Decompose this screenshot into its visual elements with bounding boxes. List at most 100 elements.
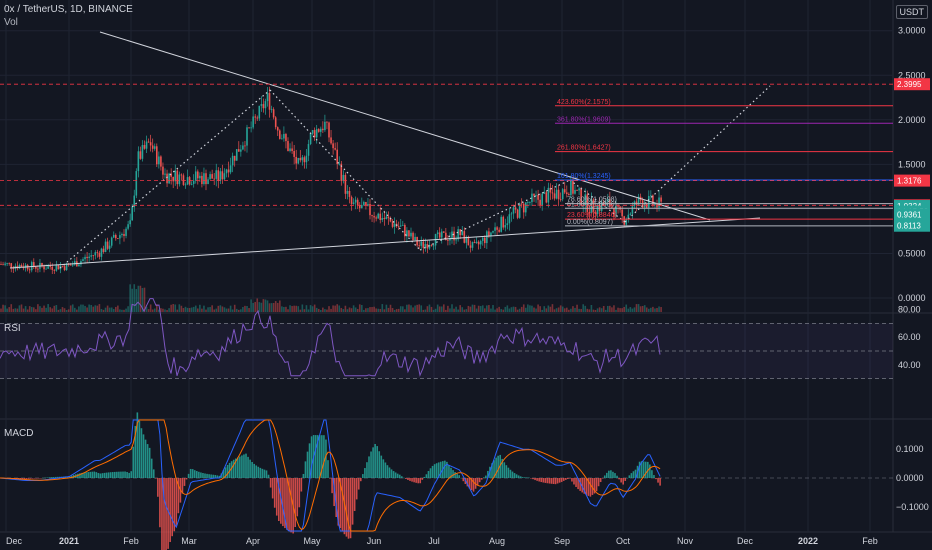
volume-bar xyxy=(30,307,33,312)
volume-bar xyxy=(557,307,560,312)
macd-histogram-bar xyxy=(224,467,227,478)
candle-body xyxy=(465,236,468,243)
macd-histogram-bar xyxy=(497,455,499,478)
macd-histogram-bar xyxy=(366,462,368,478)
macd-histogram-bar xyxy=(191,469,194,478)
candle-body xyxy=(180,174,183,176)
volume-bar xyxy=(457,309,459,312)
x-tick-label: 2021 xyxy=(59,536,79,546)
volume-bar xyxy=(162,308,164,312)
volume-bar xyxy=(254,301,256,312)
macd-histogram-bar xyxy=(542,478,545,483)
volume-bar xyxy=(645,307,648,312)
volume-bar xyxy=(414,305,416,312)
macd-histogram-bar xyxy=(603,475,606,478)
volume-bar xyxy=(399,306,402,312)
macd-histogram-bar xyxy=(247,456,249,478)
volume-bar xyxy=(127,306,129,312)
macd-histogram-bar xyxy=(435,463,438,478)
macd-histogram-bar xyxy=(230,461,233,478)
volume-bar xyxy=(55,305,58,312)
candle-body xyxy=(35,266,37,269)
volume-bar xyxy=(598,307,601,312)
candle-body xyxy=(156,146,158,165)
candle-body xyxy=(244,145,246,147)
volume-bar xyxy=(37,304,39,312)
volume-bar xyxy=(572,306,574,312)
candle-body xyxy=(551,192,554,194)
candle-body xyxy=(172,176,174,182)
volume-bar xyxy=(289,305,291,312)
macd-histogram-bar xyxy=(659,478,661,486)
macd-histogram-bar xyxy=(128,472,130,478)
volume-bar xyxy=(266,300,269,312)
macd-histogram-bar xyxy=(560,478,563,482)
candle-body xyxy=(303,157,306,163)
candle-body xyxy=(520,203,523,205)
macd-histogram-bar xyxy=(405,478,407,479)
candle-body xyxy=(369,204,371,216)
currency-badge[interactable]: USDT xyxy=(895,5,928,19)
volume-bar xyxy=(578,308,580,312)
volume-bar xyxy=(543,306,546,312)
candle-body xyxy=(49,265,51,267)
candle-body xyxy=(389,218,392,222)
candle-body xyxy=(557,189,560,200)
macd-histogram-bar xyxy=(507,467,510,478)
macd-histogram-bar xyxy=(444,460,446,478)
volume-bar xyxy=(258,302,261,312)
macd-histogram-bar xyxy=(302,473,305,478)
candle-body xyxy=(57,264,60,270)
volume-bar xyxy=(260,302,263,312)
volume-bar xyxy=(49,307,51,312)
macd-signal-line xyxy=(0,419,661,532)
candle-body xyxy=(12,267,15,269)
volume-bar xyxy=(172,304,174,312)
volume-bar xyxy=(424,309,427,312)
volume-bar xyxy=(365,308,367,312)
candle-body xyxy=(293,150,295,157)
macd-histogram-bar xyxy=(398,474,401,478)
candle-body xyxy=(531,193,533,203)
candle-body xyxy=(328,122,330,138)
macd-histogram-bar xyxy=(21,478,24,479)
macd-histogram-bar xyxy=(208,474,210,478)
candle-body xyxy=(121,233,123,236)
macd-histogram-bar xyxy=(136,412,139,478)
volume-bar xyxy=(408,304,410,312)
candle-body xyxy=(566,192,568,194)
macd-histogram-bar xyxy=(521,477,524,478)
macd-histogram-bar xyxy=(540,478,542,483)
macd-histogram-bar xyxy=(116,471,118,478)
macd-histogram-bar xyxy=(196,471,198,478)
candle-body xyxy=(453,231,455,241)
x-tick-label: Jul xyxy=(428,536,440,546)
volume-bar xyxy=(197,308,199,312)
volume-bar xyxy=(305,305,308,312)
macd-histogram-bar xyxy=(114,471,116,478)
macd-histogram-bar xyxy=(36,478,38,479)
volume-bar xyxy=(4,305,6,312)
candle-body xyxy=(2,264,4,266)
macd-histogram-bar xyxy=(321,435,323,478)
candle-body xyxy=(272,109,275,118)
candle-body xyxy=(473,242,476,244)
volume-bar xyxy=(551,304,554,312)
candle-body xyxy=(320,128,322,132)
candle-body xyxy=(568,193,570,196)
volume-bar xyxy=(621,308,623,312)
candle-body xyxy=(500,216,502,232)
price-label-bg xyxy=(894,219,930,232)
candle-body xyxy=(219,171,222,181)
candle-body xyxy=(410,232,412,237)
candle-body xyxy=(590,199,593,214)
volume-bar xyxy=(494,309,496,312)
candle-body xyxy=(90,255,92,257)
volume-bar xyxy=(553,309,556,312)
candle-body xyxy=(580,188,582,206)
volume-bar xyxy=(641,305,644,312)
candle-body xyxy=(317,129,320,132)
candle-body xyxy=(621,209,623,217)
volume-bar xyxy=(590,304,593,312)
